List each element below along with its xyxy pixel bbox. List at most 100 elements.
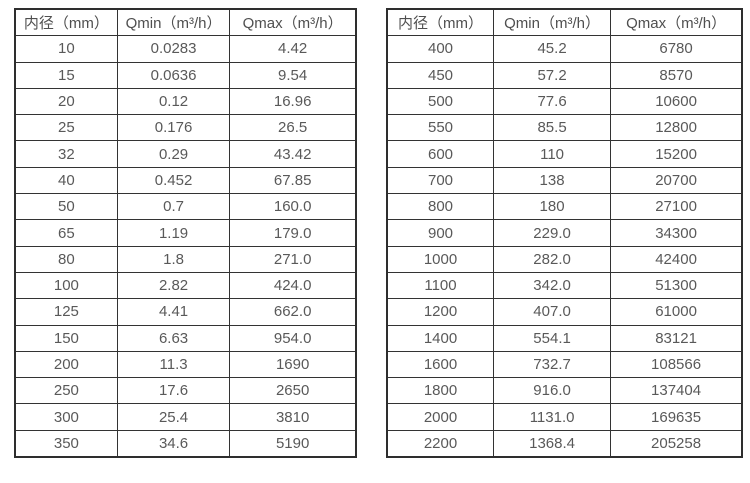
table-cell: 65 [14, 219, 118, 247]
table-row: 550 85.5 12800 [386, 114, 743, 142]
table-cell: 77.6 [492, 87, 612, 116]
table-cell: 61000 [610, 298, 743, 326]
header-row: 内径（mm） Qmin（m³/h） Qmax（m³/h） [14, 8, 357, 37]
table-body: 10 0.0283 4.42 15 0.0636 9.54 20 0.12 16.96 25 0.1… [14, 35, 357, 458]
table-cell: 42400 [610, 245, 743, 273]
table-row: 15 0.0636 9.54 [14, 61, 357, 89]
table-cell: 1.19 [116, 219, 231, 247]
table-cell: 0.29 [116, 140, 231, 168]
table-cell: 2000 [386, 403, 494, 431]
table-cell: 1368.4 [492, 429, 612, 458]
table-cell: 1800 [386, 377, 494, 405]
table-cell: 10 [14, 35, 118, 63]
table-cell: 900 [386, 219, 494, 247]
table-cell: 1200 [386, 298, 494, 326]
table-cell: 407.0 [492, 298, 612, 326]
table-cell: 800 [386, 193, 494, 221]
table-cell: 150 [14, 324, 118, 352]
table-row: 450 57.2 8570 [386, 61, 743, 89]
flow-range-table-small-diameters: 内径（mm） Qmin（m³/h） Qmax（m³/h） 10 0.0283 4.42 1… [14, 8, 357, 459]
table-cell: 450 [386, 61, 494, 89]
table-cell: 2650 [229, 377, 357, 405]
table-cell: 15200 [610, 140, 743, 168]
table-cell: 27100 [610, 193, 743, 221]
table-row: 10 0.0283 4.42 [14, 35, 357, 63]
table-cell: 2200 [386, 429, 494, 458]
table-cell: 8570 [610, 61, 743, 89]
table-row: 200 11.3 1690 [14, 350, 357, 379]
table-cell: 500 [386, 87, 494, 116]
table-cell: 80 [14, 245, 118, 273]
table-cell: 34300 [610, 219, 743, 247]
header-cell: 内径（mm） [14, 8, 118, 37]
table-cell: 67.85 [229, 166, 357, 195]
table-cell: 9.54 [229, 61, 357, 89]
table-cell: 11.3 [116, 350, 231, 379]
table-cell: 50 [14, 193, 118, 221]
table-cell: 2.82 [116, 271, 231, 300]
table-cell: 100 [14, 271, 118, 300]
table-cell: 137404 [610, 377, 743, 405]
table-cell: 350 [14, 429, 118, 458]
table-row: 500 77.6 10600 [386, 87, 743, 116]
table-row: 1600 732.7 108566 [386, 350, 743, 379]
table-cell: 43.42 [229, 140, 357, 168]
table-cell: 34.6 [116, 429, 231, 458]
table-cell: 138 [492, 166, 612, 195]
header-cell: Qmax（m³/h） [610, 8, 743, 37]
table-cell: 10600 [610, 87, 743, 116]
table-cell: 20700 [610, 166, 743, 195]
table-cell: 0.12 [116, 87, 231, 116]
table-cell: 3810 [229, 403, 357, 431]
table-cell: 180 [492, 193, 612, 221]
table-cell: 662.0 [229, 298, 357, 326]
table-cell: 1690 [229, 350, 357, 379]
table-cell: 40 [14, 166, 118, 195]
table-cell: 0.0636 [116, 61, 231, 89]
table-cell: 205258 [610, 429, 743, 458]
table-cell: 600 [386, 140, 494, 168]
table-cell: 83121 [610, 324, 743, 352]
table-cell: 32 [14, 140, 118, 168]
table-row: 600 110 15200 [386, 140, 743, 168]
table-row: 125 4.41 662.0 [14, 298, 357, 326]
table-cell: 85.5 [492, 114, 612, 142]
table-row: 65 1.19 179.0 [14, 219, 357, 247]
table-cell: 1400 [386, 324, 494, 352]
table-cell: 5190 [229, 429, 357, 458]
table-row: 1200 407.0 61000 [386, 298, 743, 326]
table-cell: 229.0 [492, 219, 612, 247]
table-row: 250 17.6 2650 [14, 377, 357, 405]
header-row: 内径（mm） Qmin（m³/h） Qmax（m³/h） [386, 8, 743, 37]
table-cell: 1000 [386, 245, 494, 273]
header-cell: 内径（mm） [386, 8, 494, 37]
header-cell: Qmin（m³/h） [116, 8, 231, 37]
table-cell: 250 [14, 377, 118, 405]
table-row: 40 0.452 67.85 [14, 166, 357, 195]
table-cell: 0.7 [116, 193, 231, 221]
table-row: 1400 554.1 83121 [386, 324, 743, 352]
table-row: 700 138 20700 [386, 166, 743, 195]
table-cell: 6780 [610, 35, 743, 63]
table-cell: 110 [492, 140, 612, 168]
table-cell: 20 [14, 87, 118, 116]
table-row: 300 25.4 3810 [14, 403, 357, 431]
table-body: 400 45.2 6780 450 57.2 8570 500 77.6 10600 550 85.… [386, 35, 743, 458]
table-cell: 554.1 [492, 324, 612, 352]
table-cell: 16.96 [229, 87, 357, 116]
table-cell: 1131.0 [492, 403, 612, 431]
table-cell: 1.8 [116, 245, 231, 273]
table-cell: 4.42 [229, 35, 357, 63]
table-cell: 179.0 [229, 219, 357, 247]
table-cell: 400 [386, 35, 494, 63]
table-cell: 550 [386, 114, 494, 142]
table-cell: 300 [14, 403, 118, 431]
table-row: 900 229.0 34300 [386, 219, 743, 247]
table-row: 400 45.2 6780 [386, 35, 743, 63]
table-header: 内径（mm） Qmin（m³/h） Qmax（m³/h） [14, 8, 357, 37]
table-row: 25 0.176 26.5 [14, 114, 357, 142]
table-cell: 26.5 [229, 114, 357, 142]
table-row: 50 0.7 160.0 [14, 193, 357, 221]
table-cell: 125 [14, 298, 118, 326]
